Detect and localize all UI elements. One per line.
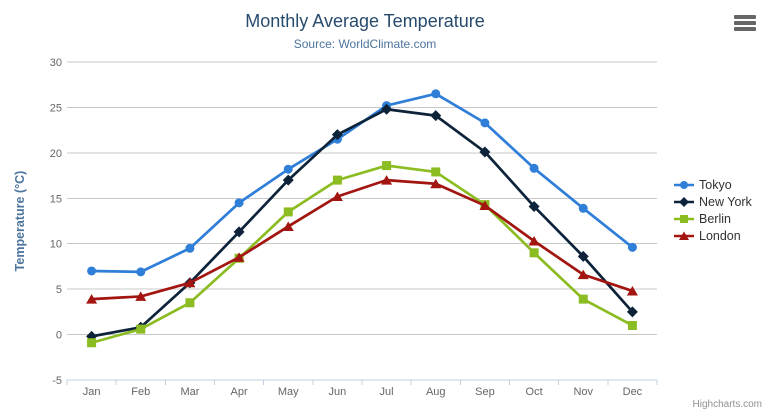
svg-text:-5: -5 <box>52 375 62 387</box>
credits-link[interactable]: Highcharts.com <box>692 399 762 410</box>
svg-text:Jan: Jan <box>83 386 101 398</box>
svg-text:Apr: Apr <box>231 386 248 398</box>
x-axis-labels: Jan Feb Mar Apr May Jun Jul Aug Sep Oct Nov Dec <box>83 386 643 398</box>
svg-text:Sep: Sep <box>475 386 495 398</box>
svg-text:Aug: Aug <box>426 386 446 398</box>
series-london <box>86 175 638 304</box>
series-new-york <box>86 103 638 342</box>
svg-text:Dec: Dec <box>623 386 643 398</box>
legend-label: New York <box>699 194 752 209</box>
svg-text:Jul: Jul <box>380 386 394 398</box>
legend-item-tokyo[interactable]: Tokyo <box>674 176 752 193</box>
y-axis-title: Temperature (°C) <box>13 171 27 272</box>
legend-item-berlin[interactable]: Berlin <box>674 210 752 227</box>
legend-item-new-york[interactable]: New York <box>674 193 752 210</box>
new-york-series-marker-icon <box>674 196 694 207</box>
svg-text:Nov: Nov <box>573 386 593 398</box>
legend-item-london[interactable]: London <box>674 227 752 244</box>
legend-label: Tokyo <box>699 177 732 192</box>
london-series-marker-icon <box>674 231 694 240</box>
svg-text:15: 15 <box>50 193 62 205</box>
chart-title: Monthly Average Temperature <box>245 11 485 31</box>
svg-text:May: May <box>278 386 299 398</box>
svg-text:10: 10 <box>50 239 62 251</box>
svg-text:0: 0 <box>56 330 62 342</box>
svg-text:5: 5 <box>56 284 62 296</box>
svg-text:30: 30 <box>50 57 62 69</box>
menu-bar <box>734 27 756 31</box>
svg-text:Jun: Jun <box>329 386 347 398</box>
tokyo-series-marker-icon <box>674 180 694 189</box>
chart-subtitle: Source: WorldClimate.com <box>293 37 437 51</box>
legend-label: Berlin <box>699 211 731 226</box>
x-axis <box>66 379 658 385</box>
hamburger-menu-icon[interactable] <box>734 15 758 31</box>
svg-text:Mar: Mar <box>180 386 199 398</box>
svg-text:Oct: Oct <box>526 386 543 398</box>
berlin-series-marker-icon <box>674 214 694 223</box>
y-axis-labels: 30 25 20 15 10 5 0 -5 <box>50 57 62 387</box>
menu-bar <box>734 15 756 19</box>
svg-text:Feb: Feb <box>131 386 150 398</box>
svg-text:25: 25 <box>50 102 62 114</box>
svg-text:20: 20 <box>50 148 62 160</box>
menu-bar <box>734 21 756 25</box>
series-tokyo <box>87 89 637 277</box>
legend: Tokyo New York Berlin London <box>674 176 752 244</box>
legend-label: London <box>699 228 741 243</box>
